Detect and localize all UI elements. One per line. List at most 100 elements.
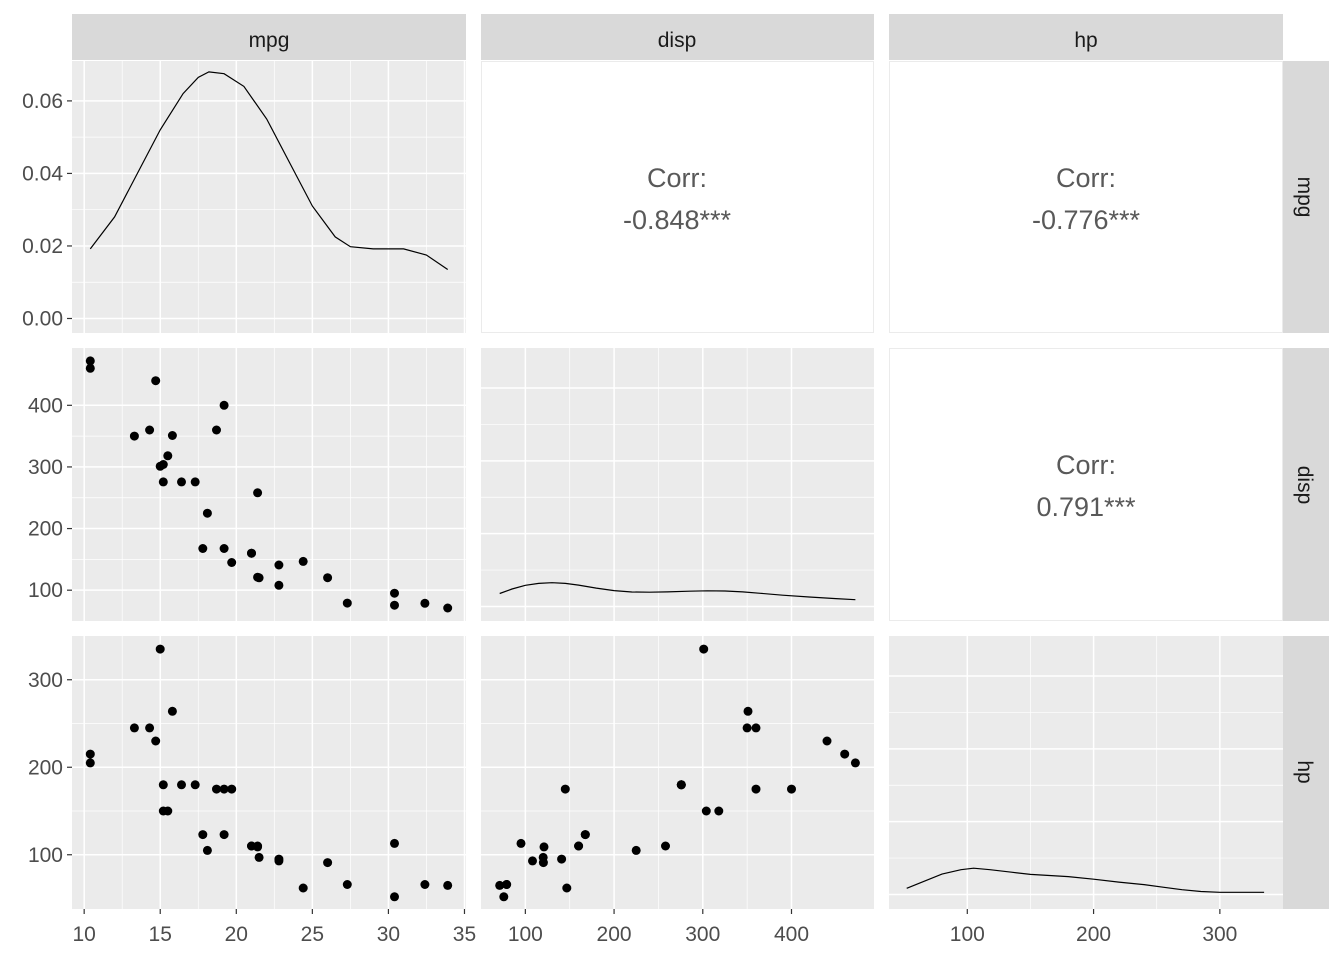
scatter-point <box>499 892 509 902</box>
scatter-point <box>574 841 584 851</box>
scatter-point <box>443 880 453 890</box>
scatter-point <box>190 780 200 790</box>
right-strips: mpg disp hp <box>1283 61 1329 909</box>
corr-value: -0.776*** <box>1032 205 1141 235</box>
scatter-point <box>155 644 165 654</box>
panel-background <box>481 636 874 909</box>
scatter-point <box>85 356 95 366</box>
scatter-point <box>342 880 352 889</box>
y-tick-label: 300 <box>28 669 63 692</box>
scatter-point <box>751 784 761 794</box>
scatter-point <box>443 603 453 613</box>
scatter-point <box>212 425 221 435</box>
scatter-point <box>158 477 168 487</box>
scatter-point <box>219 544 229 553</box>
scatter-point <box>538 858 548 868</box>
scatter-point <box>539 842 549 852</box>
strip-top-mpg-label: mpg <box>249 29 290 52</box>
scatter-point <box>840 749 850 759</box>
scatter-panel-hp-vs-disp <box>481 636 874 909</box>
strip-right-disp-label: disp <box>1293 466 1316 505</box>
correlation-panel-disp-hp: Corr: 0.791*** <box>889 348 1283 621</box>
plot-panels <box>72 61 1283 909</box>
scatter-point <box>158 460 168 469</box>
strip-top-disp-label: disp <box>658 29 697 52</box>
scatter-point <box>219 830 229 840</box>
scatter-point <box>516 838 526 848</box>
strip-top-hp-label: hp <box>1074 29 1097 52</box>
panel-background <box>72 636 466 909</box>
top-strips: mpg disp hp <box>72 14 1283 60</box>
scatter-point <box>751 723 761 733</box>
scatter-point <box>254 852 264 862</box>
scatter-point <box>560 784 570 794</box>
scatter-point <box>562 883 572 893</box>
correlation-panel-mpg-hp: Corr: -0.776*** <box>889 61 1283 333</box>
panel-background <box>72 348 466 621</box>
panel-background <box>481 348 874 621</box>
scatter-point <box>227 558 237 567</box>
strip-right-disp <box>1283 348 1329 621</box>
x-tick-label: 30 <box>377 923 400 946</box>
x-tick-label: 10 <box>72 923 95 946</box>
corr-label: Corr: <box>1056 450 1116 480</box>
scatter-point <box>129 431 139 441</box>
scatter-point <box>528 856 537 866</box>
scatter-point <box>158 780 168 790</box>
scatter-point <box>190 477 200 487</box>
scatter-point <box>701 806 711 816</box>
y-tick-label: 0.06 <box>22 90 63 113</box>
density-line-disp <box>499 582 856 601</box>
scatter-point <box>323 858 333 868</box>
x-tick-label: 200 <box>1076 923 1111 946</box>
y-tick-label: 300 <box>28 456 63 479</box>
corr-value: -0.848*** <box>623 205 732 235</box>
scatter-point <box>298 556 308 566</box>
x-tick-label: 15 <box>149 923 172 946</box>
y-tick-label: 100 <box>28 579 63 602</box>
scatter-point <box>787 784 796 794</box>
y-tick-label: 0.00 <box>22 307 63 330</box>
scatter-point <box>850 758 860 768</box>
x-tick-label: 400 <box>774 923 809 946</box>
scatter-point <box>85 363 95 373</box>
correlation-panel-mpg-disp: Corr: -0.848*** <box>481 61 874 333</box>
scatter-point <box>714 806 724 816</box>
density-panel-hp <box>889 636 1283 909</box>
scatter-point <box>129 723 139 733</box>
scatter-point <box>390 892 399 902</box>
scatter-point <box>145 425 155 435</box>
panel-background <box>72 61 466 333</box>
scatter-point <box>202 508 212 518</box>
scatter-point <box>390 838 399 848</box>
scatter-point <box>163 806 173 816</box>
panel-border <box>889 61 1283 333</box>
scatter-panel-hp-vs-mpg <box>72 636 466 909</box>
scatter-point <box>631 845 641 855</box>
scatter-point <box>502 880 511 889</box>
density-panel-mpg <box>72 61 466 333</box>
scatter-point <box>254 573 264 583</box>
density-line-mpg <box>89 71 449 270</box>
x-tick-label: 300 <box>1202 923 1237 946</box>
panel-border <box>889 348 1283 621</box>
strip-right-mpg <box>1283 61 1329 333</box>
scatter-point <box>743 706 753 716</box>
scatter-point <box>167 706 177 716</box>
scatter-point <box>151 736 161 746</box>
scatter-point <box>85 758 95 768</box>
y-tick-label: 400 <box>28 394 63 417</box>
scatter-point <box>85 749 95 759</box>
strip-right-hp-label: hp <box>1293 760 1316 783</box>
scatter-point <box>580 830 590 840</box>
scatter-point <box>274 560 284 570</box>
scatter-point <box>202 845 212 855</box>
strip-top-hp <box>889 14 1283 60</box>
scatter-point <box>274 580 284 590</box>
x-tick-label: 100 <box>950 923 985 946</box>
y-tick-label: 200 <box>28 518 63 541</box>
strip-right-hp <box>1283 636 1329 909</box>
x-tick-label: 300 <box>685 923 720 946</box>
scatter-point <box>495 880 505 890</box>
